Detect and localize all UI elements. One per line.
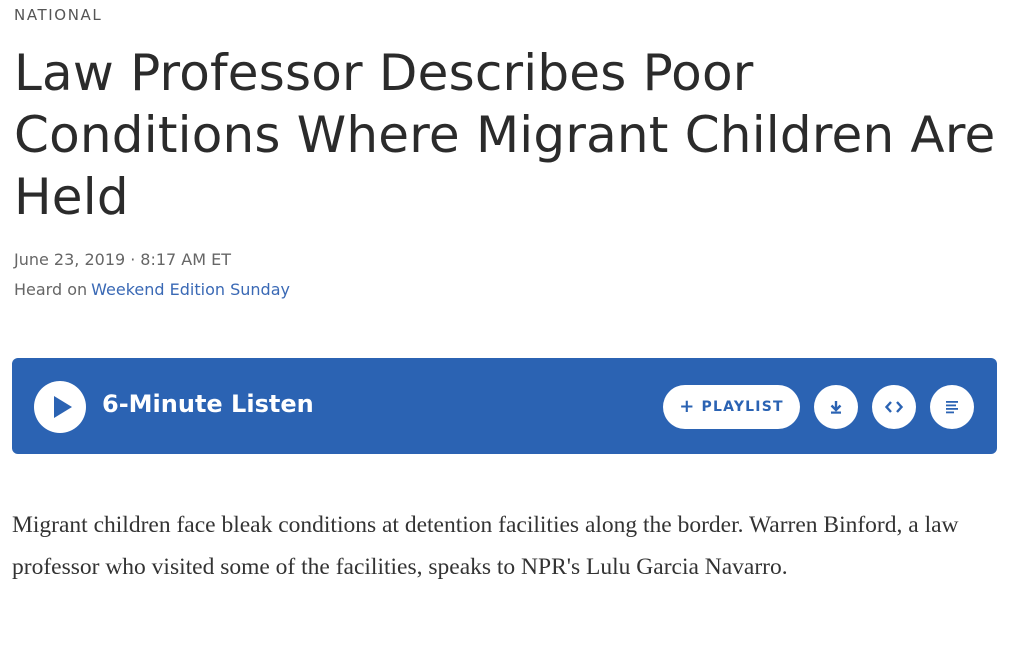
dateline: June 23, 2019 · 8:17 AM ET [14,250,231,269]
program-link[interactable]: Weekend Edition Sunday [91,280,290,299]
date-separator: · [130,250,136,269]
section-slug-link[interactable]: NATIONAL [14,6,103,24]
heard-on-label: Heard on [14,280,88,299]
listen-duration-label: 6-Minute Listen [102,390,314,418]
playlist-label: PLAYLIST [701,399,784,415]
transcript-button[interactable] [930,385,974,429]
transcript-icon [946,401,958,414]
embed-button[interactable] [872,385,916,429]
publish-time: 8:17 AM ET [140,250,232,269]
plus-icon: + [679,396,696,417]
publish-date: June 23, 2019 [14,250,126,269]
heard-on: Heard on Weekend Edition Sunday [14,280,290,299]
add-to-playlist-button[interactable]: + PLAYLIST [663,385,800,429]
download-icon [830,401,842,414]
article-headline: Law Professor Describes Poor Conditions … [14,44,996,226]
play-icon [54,396,72,418]
embed-icon [884,401,904,413]
article-teaser: Migrant children face bleak conditions a… [12,512,959,580]
play-button[interactable] [34,381,86,433]
audio-player: 6-Minute Listen + PLAYLIST [12,358,997,454]
download-button[interactable] [814,385,858,429]
